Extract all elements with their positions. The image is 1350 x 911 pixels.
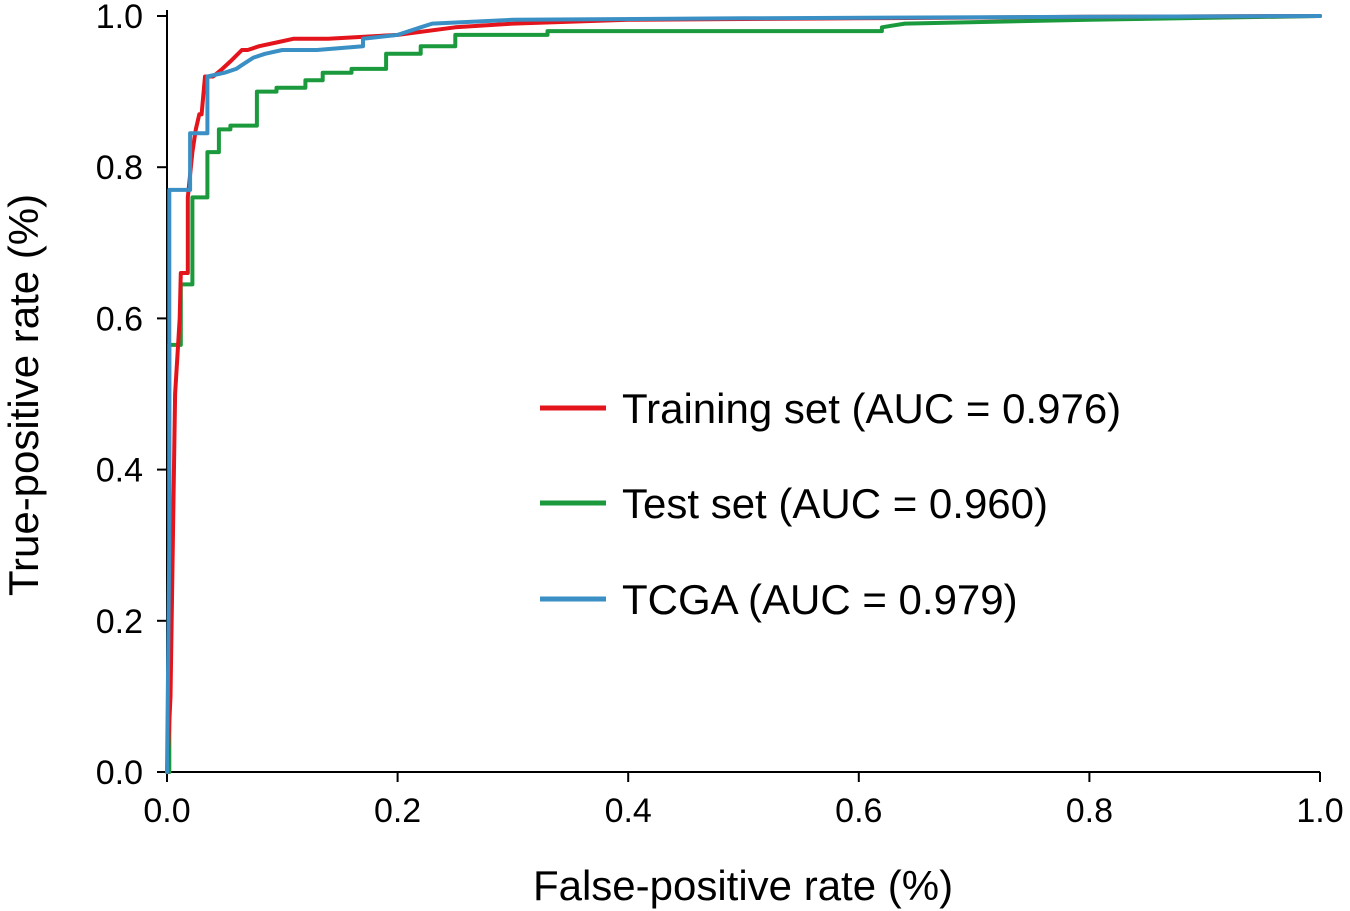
- x-tick-label: 0.2: [374, 792, 421, 830]
- x-tick-label: 0.0: [143, 792, 190, 830]
- x-tick-label: 0.6: [835, 792, 882, 830]
- x-axis-title: False-positive rate (%): [533, 862, 953, 909]
- y-axis-title: True-positive rate (%): [0, 194, 47, 596]
- series-line-2: [165, 14, 1322, 774]
- series-group: [165, 14, 1322, 774]
- legend-label-2: TCGA (AUC = 0.979): [622, 576, 1018, 623]
- x-tick-label: 1.0: [1296, 792, 1343, 830]
- x-tick-label: 0.4: [605, 792, 652, 830]
- y-tick-label: 0.6: [96, 300, 143, 338]
- y-tick-label: 0.2: [96, 603, 143, 641]
- legend: Training set (AUC = 0.976) Test set (AUC …: [540, 385, 1121, 623]
- legend-label-1: Test set (AUC = 0.960): [622, 480, 1048, 527]
- y-tick-label: 0.0: [96, 754, 143, 792]
- series-line-1: [165, 14, 1322, 774]
- legend-label-0: Training set (AUC = 0.976): [622, 385, 1121, 432]
- y-tick-label: 0.4: [96, 452, 143, 490]
- y-tick-label: 1.0: [96, 0, 143, 36]
- axes: 0.0 0.2 0.4 0.6 0.8 1.0 0.0 0.2 0.4 0.6 0.8 1.0: [96, 0, 1344, 830]
- y-tick-label: 0.8: [96, 149, 143, 187]
- x-tick-label: 0.8: [1066, 792, 1113, 830]
